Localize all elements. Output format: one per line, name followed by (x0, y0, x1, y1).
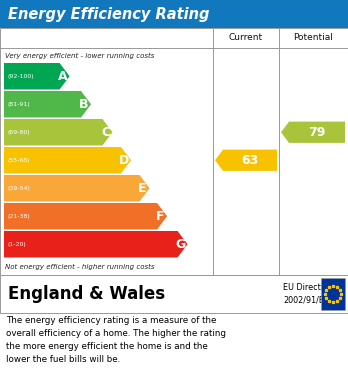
Text: F: F (156, 210, 164, 223)
Text: Energy Efficiency Rating: Energy Efficiency Rating (8, 7, 209, 22)
Polygon shape (281, 122, 345, 143)
Text: England & Wales: England & Wales (8, 285, 165, 303)
Text: (81-91): (81-91) (7, 102, 30, 107)
Bar (0, 275, 348, 313)
Polygon shape (4, 63, 70, 90)
Text: G: G (175, 238, 186, 251)
Text: 63: 63 (242, 154, 259, 167)
Polygon shape (4, 231, 188, 258)
Polygon shape (4, 203, 167, 230)
Text: B: B (79, 98, 89, 111)
Text: 79: 79 (308, 126, 326, 139)
Polygon shape (4, 119, 112, 145)
Bar (0, 28, 348, 275)
Text: EU Directive: EU Directive (283, 283, 333, 292)
Text: (21-38): (21-38) (7, 214, 30, 219)
Text: (69-80): (69-80) (7, 130, 30, 135)
Text: (92-100): (92-100) (7, 74, 34, 79)
Text: (39-54): (39-54) (7, 186, 30, 191)
Bar (321, 278, 345, 310)
Text: Not energy efficient - higher running costs: Not energy efficient - higher running co… (5, 264, 155, 270)
Bar (0, 0, 348, 28)
Text: D: D (119, 154, 129, 167)
Text: The energy efficiency rating is a measure of the
overall efficiency of a home. T: The energy efficiency rating is a measur… (6, 316, 226, 364)
Text: (1-20): (1-20) (7, 242, 26, 247)
Text: Current: Current (229, 34, 263, 43)
Polygon shape (215, 150, 277, 171)
Text: C: C (101, 126, 110, 139)
Text: Potential: Potential (293, 34, 333, 43)
Polygon shape (4, 175, 150, 201)
Text: A: A (58, 70, 68, 83)
Text: (55-68): (55-68) (7, 158, 30, 163)
Text: 2002/91/EC: 2002/91/EC (283, 296, 330, 305)
Text: E: E (138, 182, 147, 195)
Polygon shape (4, 147, 131, 174)
Text: Very energy efficient - lower running costs: Very energy efficient - lower running co… (5, 53, 155, 59)
Polygon shape (4, 91, 91, 118)
